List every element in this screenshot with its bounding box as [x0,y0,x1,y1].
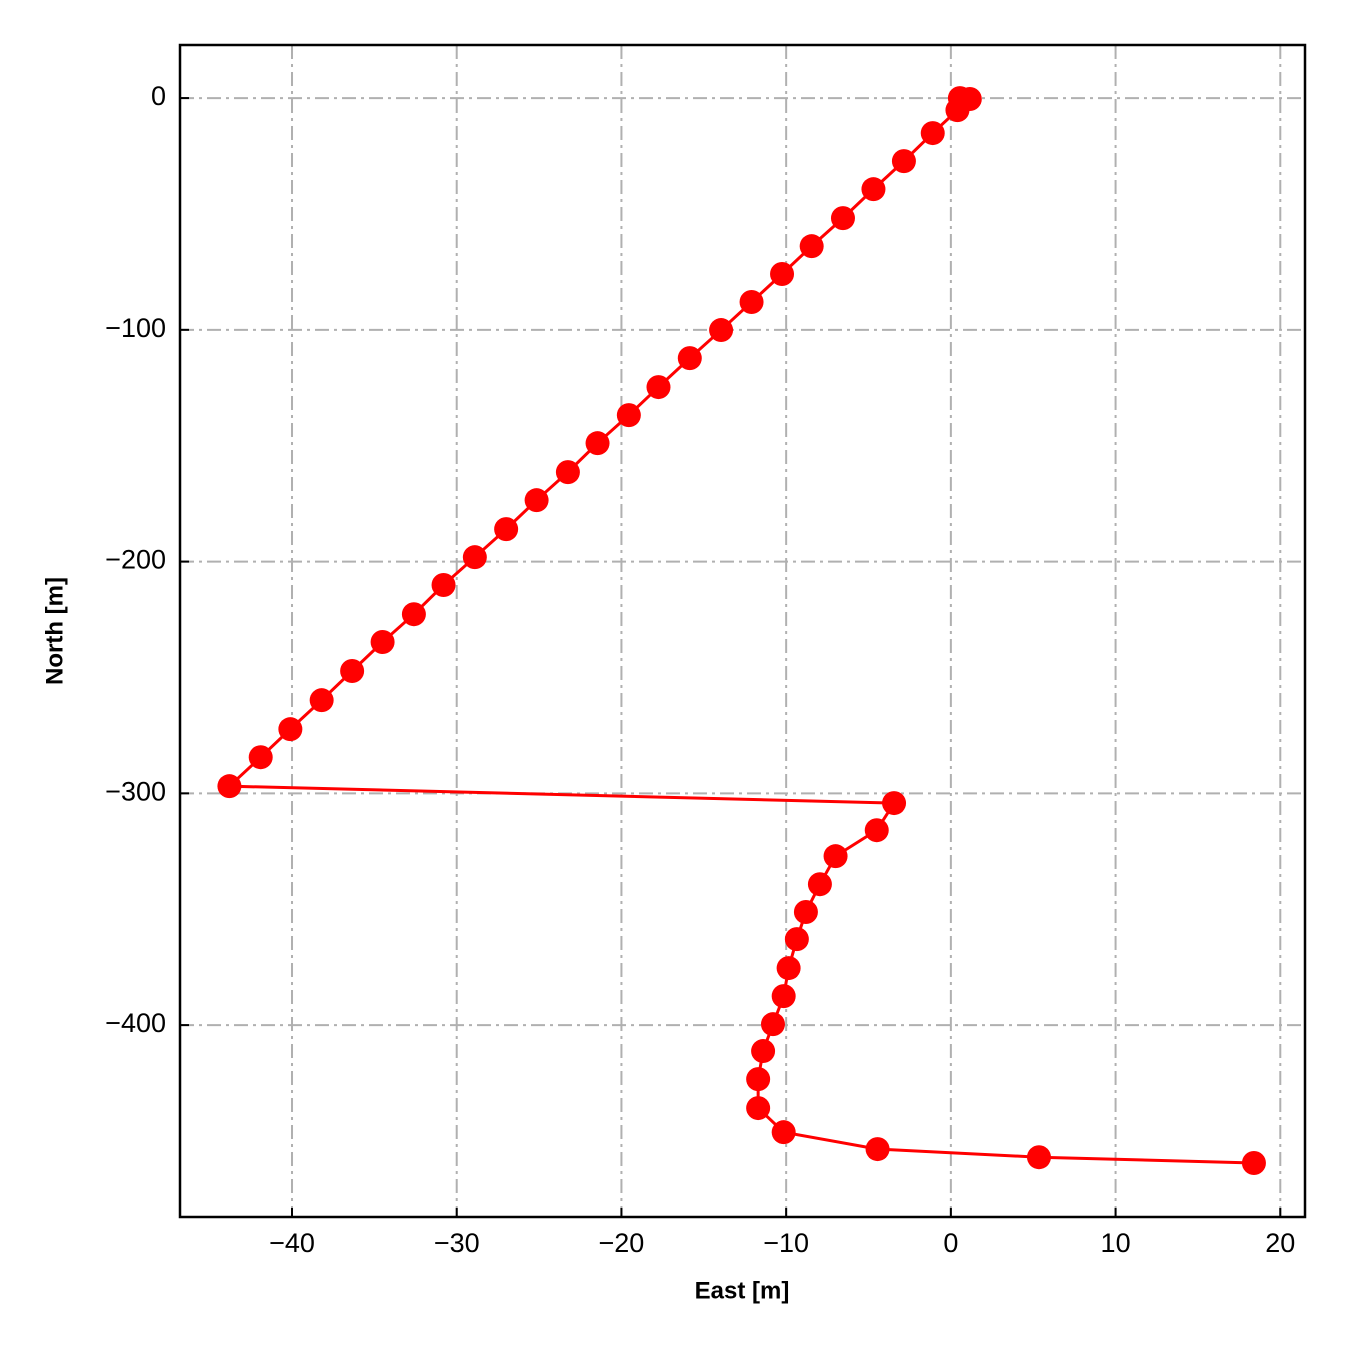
point [793,900,818,925]
point [891,149,916,174]
plot-frame [178,43,1307,1219]
point [776,956,801,981]
point [830,206,855,231]
point [278,717,303,742]
point [746,1096,771,1121]
point [340,658,365,683]
point [555,460,580,485]
point [462,545,487,570]
point [751,1039,776,1064]
point [524,488,549,513]
point [616,403,641,428]
point [709,318,734,343]
point [431,572,456,597]
point [784,927,809,952]
point [861,177,886,202]
point [746,1067,771,1092]
point [865,1137,890,1162]
point [760,1012,785,1037]
point [309,688,334,713]
point [864,818,889,843]
point [945,98,970,123]
point [370,630,395,655]
x-tick-label: 10 [1101,1228,1131,1258]
point [1026,1145,1051,1170]
point [1241,1151,1266,1176]
point [494,517,519,542]
point [739,290,764,315]
point [646,375,671,400]
point [248,745,273,770]
x-tick-label: −20 [599,1228,645,1258]
point [585,431,610,456]
point [807,872,832,897]
y-tick-label: −100 [105,313,166,343]
x-tick-label: −30 [434,1228,480,1258]
x-axis-label: East [m] [695,1277,790,1304]
point [823,844,848,869]
point [217,774,242,799]
y-axis-label: North [m] [41,577,68,685]
x-tick-label: 20 [1265,1228,1295,1258]
y-tick-label: −200 [105,545,166,575]
y-tick-label: −400 [105,1008,166,1038]
y-tick-label: 0 [151,81,166,111]
point [677,346,702,371]
point [920,121,945,146]
y-tick-label: −300 [105,776,166,806]
point [771,1120,796,1145]
x-tick-label: −40 [269,1228,315,1258]
x-tick-label: −10 [763,1228,809,1258]
point [882,791,907,816]
point [770,261,795,286]
point [799,234,824,259]
point [771,984,796,1009]
point [401,602,426,627]
x-tick-label: 0 [943,1228,958,1258]
